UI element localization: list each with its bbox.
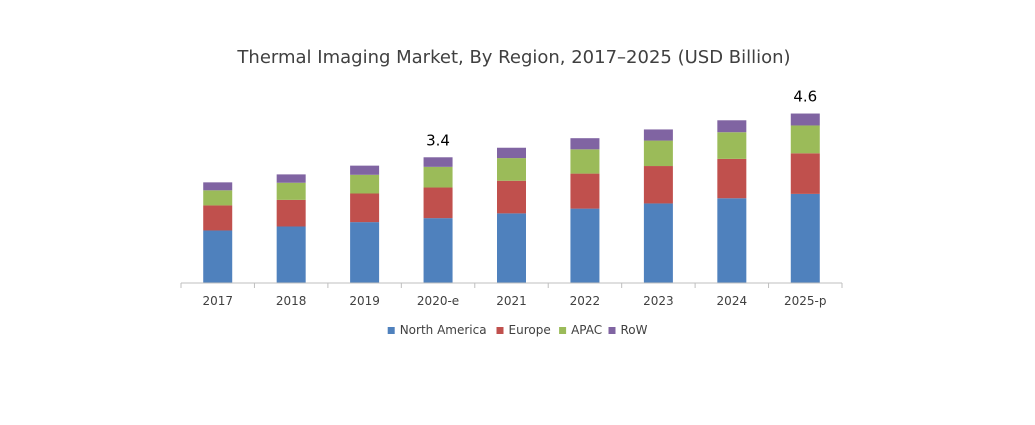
bar-row-2017 <box>203 182 233 191</box>
bar-row-2025-p <box>790 113 820 126</box>
bar-north-america-2025-p <box>790 193 820 283</box>
bars-group <box>203 113 820 283</box>
legend-swatch-row <box>608 327 616 334</box>
bar-north-america-2017 <box>203 230 233 283</box>
bar-north-america-2019 <box>350 222 380 283</box>
legend-swatch-apac <box>559 327 567 334</box>
data-label-2025-p: 4.6 <box>793 88 817 106</box>
bar-europe-2023 <box>643 166 673 204</box>
x-tick-label-2025-p: 2025-p <box>784 294 827 308</box>
x-tick-label-2020-e: 2020-e <box>417 294 459 308</box>
bar-apac-2022 <box>570 149 600 174</box>
bar-row-2020-e <box>423 157 453 167</box>
bar-apac-2019 <box>350 174 380 194</box>
data-labels-group: 3.4 4.6 <box>426 88 817 150</box>
bar-europe-2019 <box>350 193 380 223</box>
bar-row-2023 <box>643 129 673 141</box>
bar-row-2021 <box>497 147 526 159</box>
bar-apac-2018 <box>276 182 306 200</box>
bar-row-2019 <box>350 165 380 175</box>
bar-apac-2024 <box>717 132 747 159</box>
bar-row-2022 <box>570 138 600 150</box>
bar-north-america-2018 <box>276 226 306 283</box>
bar-apac-2017 <box>203 190 233 206</box>
bar-europe-2020-e <box>423 187 453 219</box>
legend: North America Europe APAC RoW <box>387 323 648 337</box>
legend-swatch-north-america <box>387 327 395 334</box>
legend-label-europe: Europe <box>509 323 551 337</box>
bar-europe-2025-p <box>790 153 820 194</box>
legend-label-north-america: North America <box>400 323 487 337</box>
x-tick-label-2023: 2023 <box>643 294 674 308</box>
bar-europe-2018 <box>276 199 306 227</box>
bar-apac-2021 <box>497 158 526 181</box>
bar-north-america-2020-e <box>423 218 453 283</box>
legend-swatch-europe <box>496 327 504 334</box>
chart-title: Thermal Imaging Market, By Region, 2017–… <box>236 47 790 68</box>
bar-north-america-2022 <box>570 208 600 283</box>
bar-apac-2020-e <box>423 166 453 188</box>
legend-label-apac: APAC <box>571 323 602 337</box>
x-tick-label-2019: 2019 <box>349 294 380 308</box>
bar-europe-2017 <box>203 205 233 231</box>
x-ticks-group: 2017 2018 2019 2020-e 2021 2022 2023 2024 2025-p <box>180 283 843 308</box>
bar-europe-2024 <box>717 158 747 199</box>
bar-europe-2022 <box>570 173 600 209</box>
x-tick-label-2024: 2024 <box>717 294 748 308</box>
bar-apac-2025-p <box>790 125 820 154</box>
bar-north-america-2024 <box>717 198 747 283</box>
bar-row-2024 <box>717 120 747 133</box>
bar-north-america-2021 <box>497 213 526 283</box>
bar-north-america-2023 <box>643 203 673 283</box>
x-tick-label-2022: 2022 <box>570 294 601 308</box>
x-tick-label-2021: 2021 <box>496 294 527 308</box>
bar-europe-2021 <box>497 180 526 214</box>
bar-row-2018 <box>276 174 306 183</box>
legend-label-row: RoW <box>621 323 648 337</box>
x-tick-label-2017: 2017 <box>202 294 233 308</box>
x-tick-label-2018: 2018 <box>276 294 307 308</box>
data-label-2020-e: 3.4 <box>426 131 450 149</box>
bar-apac-2023 <box>643 140 673 167</box>
